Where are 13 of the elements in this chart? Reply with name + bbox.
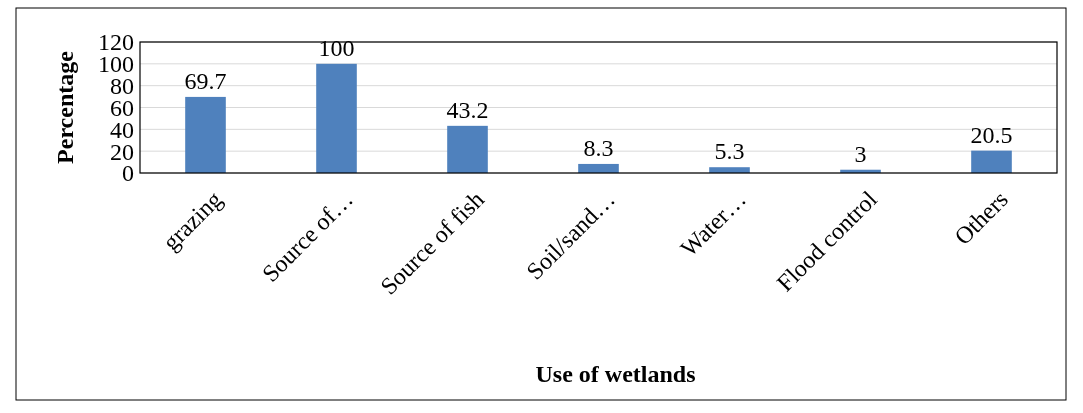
bar (447, 125, 488, 173)
bar (185, 96, 226, 173)
data-label: 43.2 (446, 96, 489, 123)
data-label: 100 (318, 34, 355, 61)
data-label: 69.7 (184, 67, 227, 94)
bar (971, 150, 1012, 173)
data-label: 8.3 (583, 134, 614, 161)
data-label: 20.5 (970, 121, 1013, 148)
bar (316, 63, 357, 173)
y-axis-title: Percentage (52, 50, 78, 164)
data-label: 3 (854, 140, 867, 167)
data-label: 5.3 (714, 138, 745, 165)
x-axis-title: Use of wetlands (535, 361, 696, 387)
